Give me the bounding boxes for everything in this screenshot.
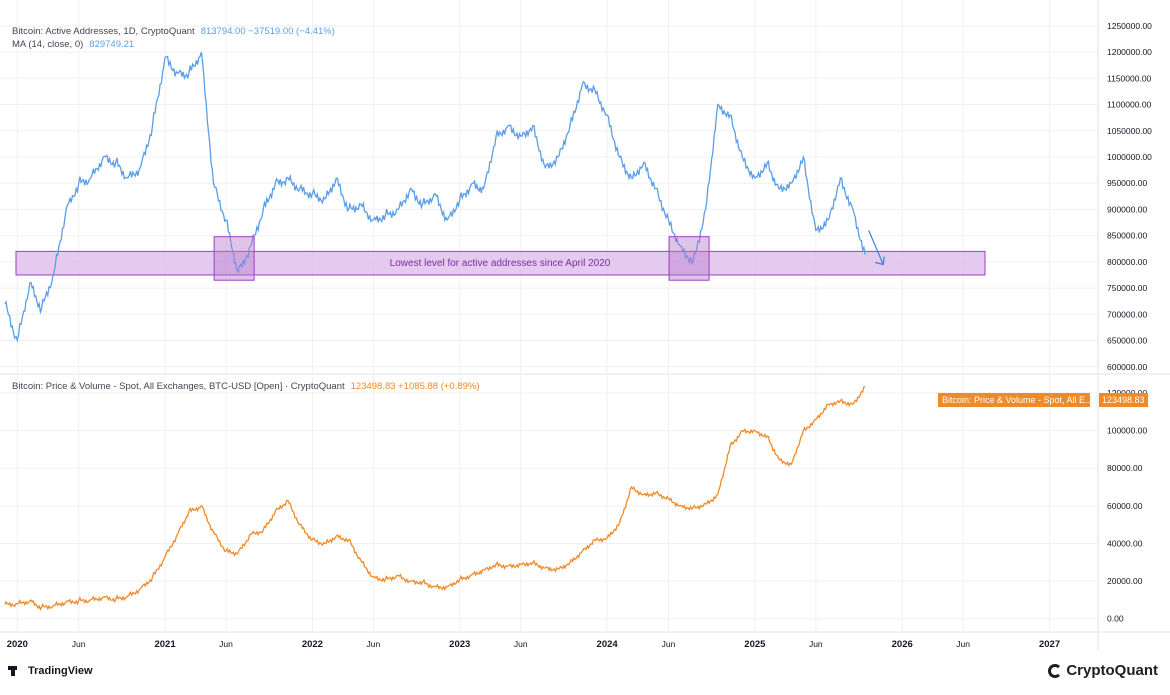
price-series-values: 123498.83 +1085.88 (+0.89%) — [350, 381, 480, 392]
addresses-y-tick-label: 1000000.00 — [1107, 152, 1152, 162]
addresses-y-tick-label: 650000.00 — [1107, 336, 1147, 346]
x-tick-label: 2027 — [1039, 639, 1060, 650]
addresses-series-name: Bitcoin: Active Addresses, 1D, CryptoQua… — [12, 26, 195, 37]
addresses-y-tick-label: 800000.00 — [1107, 257, 1147, 267]
cryptoquant-icon — [1048, 663, 1063, 678]
addresses-y-tick-label: 900000.00 — [1107, 204, 1147, 214]
addresses-y-tick-label: 750000.00 — [1107, 283, 1147, 293]
price-line — [4, 385, 866, 611]
x-tick-label: Jun — [956, 639, 970, 649]
price-last-value: 123498.83 — [1099, 393, 1148, 407]
band-annotation: Lowest level for active addresses since … — [390, 258, 611, 269]
top-legend: Bitcoin: Active Addresses, 1D, CryptoQua… — [12, 25, 335, 51]
price-series-tag: Bitcoin: Price & Volume - Spot, All E... — [938, 393, 1090, 407]
x-tick-label: 2024 — [597, 639, 619, 650]
addresses-y-tick-label: 1150000.00 — [1107, 73, 1152, 83]
low-highlight-box — [668, 236, 710, 281]
price-y-tick-label: 80000.00 — [1107, 463, 1143, 473]
trend-arrow-head — [875, 256, 885, 266]
addresses-y-tick-label: 1250000.00 — [1107, 21, 1152, 31]
price-series-name: Bitcoin: Price & Volume - Spot, All Exch… — [12, 381, 345, 392]
addresses-series-values: 813794.00 −37519.00 (−4.41%) — [200, 26, 335, 37]
x-tick-label: 2026 — [892, 639, 913, 650]
tradingview-label: TradingView — [28, 665, 93, 677]
addresses-y-tick-label: 1100000.00 — [1107, 100, 1152, 110]
x-tick-label: Jun — [662, 639, 676, 649]
tradingview-logo: TradingView — [8, 665, 93, 677]
active-addresses-line — [4, 51, 866, 343]
x-tick-label: Jun — [367, 639, 381, 649]
tradingview-icon — [8, 666, 24, 676]
price-y-tick-label: 0.00 — [1107, 614, 1124, 624]
x-tick-label: Jun — [514, 639, 528, 649]
price-y-tick-label: 100000.00 — [1107, 426, 1147, 436]
price-y-tick-label: 20000.00 — [1107, 576, 1143, 586]
x-tick-label: 2020 — [7, 639, 28, 650]
addresses-y-tick-label: 950000.00 — [1107, 178, 1147, 188]
x-tick-label: Jun — [72, 639, 86, 649]
x-tick-label: 2023 — [449, 639, 470, 650]
addresses-y-tick-label: 850000.00 — [1107, 231, 1147, 241]
price-y-tick-label: 40000.00 — [1107, 538, 1143, 548]
addresses-y-tick-label: 1200000.00 — [1107, 47, 1152, 57]
x-tick-label: 2021 — [154, 639, 176, 650]
x-tick-label: 2025 — [744, 639, 766, 650]
ma-series-value: 829749.21 — [89, 39, 135, 50]
addresses-y-tick-label: 1050000.00 — [1107, 126, 1152, 136]
low-highlight-box — [213, 236, 255, 281]
cryptoquant-logo: CryptoQuant — [1048, 662, 1158, 679]
trend-arrow — [868, 230, 884, 265]
x-tick-label: 2022 — [302, 639, 323, 650]
ma-series-name: MA (14, close, 0) — [12, 39, 84, 50]
bottom-legend: Bitcoin: Price & Volume - Spot, All Exch… — [12, 380, 480, 393]
addresses-y-tick-label: 700000.00 — [1107, 309, 1147, 319]
support-band — [15, 250, 986, 276]
price-y-tick-label: 120000.00 — [1107, 388, 1147, 398]
price-y-tick-label: 60000.00 — [1107, 501, 1143, 511]
cryptoquant-label: CryptoQuant — [1066, 662, 1158, 679]
x-tick-label: Jun — [219, 639, 233, 649]
addresses-y-tick-label: 600000.00 — [1107, 362, 1147, 372]
x-tick-label: Jun — [809, 639, 823, 649]
